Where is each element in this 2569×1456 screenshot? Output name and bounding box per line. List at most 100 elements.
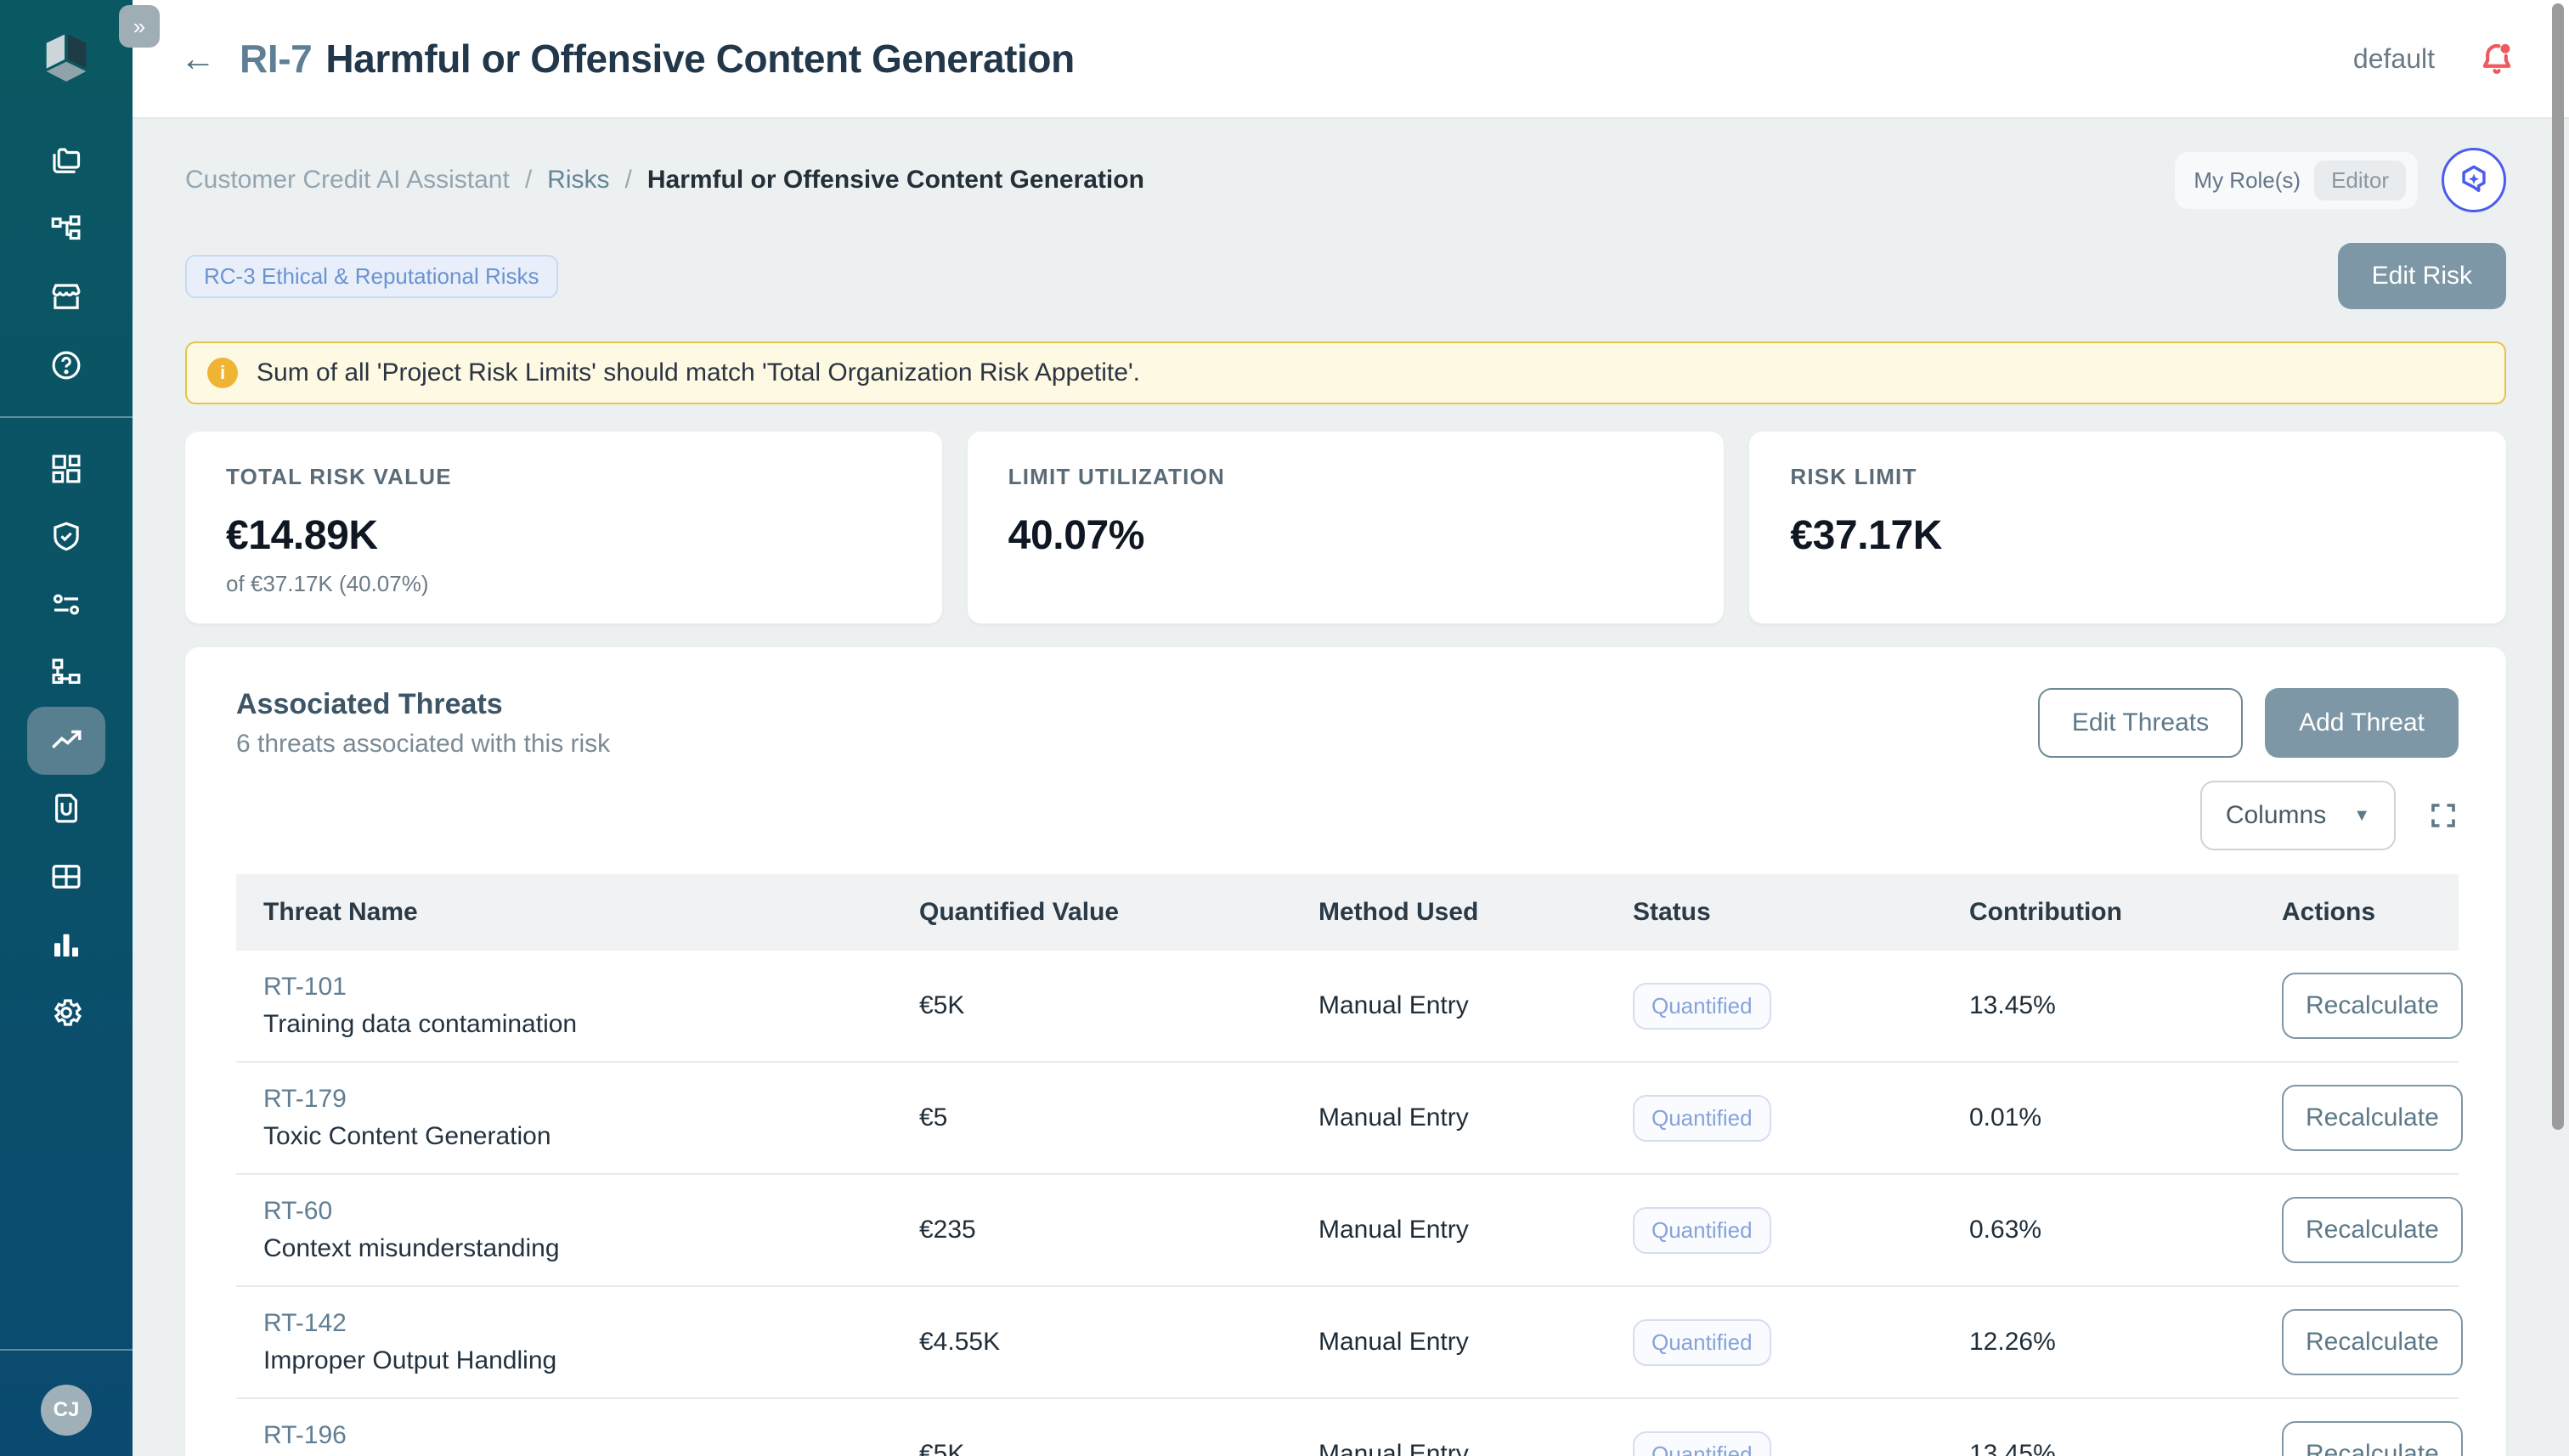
threat-name: Training data contamination: [263, 1010, 892, 1039]
shield-check-icon: [48, 519, 84, 555]
recalculate-button[interactable]: Recalculate: [2282, 1421, 2463, 1456]
recalculate-button[interactable]: Recalculate: [2282, 973, 2463, 1039]
stat-value: €37.17K: [1790, 512, 2465, 559]
sidebar-item-risk-trends[interactable]: [27, 707, 105, 775]
page-title: RI-7Harmful or Offensive Content Generat…: [240, 36, 1075, 82]
warning-banner-text: Sum of all 'Project Risk Limits' should …: [257, 358, 1140, 387]
table-icon: [48, 859, 84, 894]
sidebar-item-compliance[interactable]: [27, 503, 105, 571]
status-cell: Quantified: [1606, 1431, 1942, 1456]
sidebar-item-controls[interactable]: [27, 571, 105, 639]
threat-id-link[interactable]: RT-196: [263, 1421, 892, 1450]
breadcrumb-risks-link[interactable]: Risks: [547, 166, 609, 195]
sidebar-item-data-table[interactable]: [27, 843, 105, 911]
recalculate-button[interactable]: Recalculate: [2282, 1085, 2463, 1151]
app-logo-icon[interactable]: [32, 29, 100, 104]
sidebar-item-projects[interactable]: [27, 127, 105, 195]
columns-dropdown[interactable]: Columns ▼: [2200, 781, 2396, 850]
roles-label: My Role(s): [2194, 167, 2301, 194]
threat-name: Context misunderstanding: [263, 1234, 892, 1263]
ai-assistant-button[interactable]: [2442, 148, 2506, 212]
gear-icon: [48, 995, 84, 1030]
threat-id-link[interactable]: RT-60: [263, 1197, 892, 1226]
recalculate-button[interactable]: Recalculate: [2282, 1309, 2463, 1375]
stat-label: RISK LIMIT: [1790, 464, 2465, 490]
user-avatar[interactable]: CJ: [41, 1385, 92, 1436]
threat-name-cell: RT-60 Context misunderstanding: [236, 1197, 892, 1263]
sidebar-item-marketplace[interactable]: [27, 263, 105, 331]
risk-category-tag[interactable]: RC-3 Ethical & Reputational Risks: [185, 255, 558, 298]
ai-chat-hexagon-icon: [2455, 161, 2493, 199]
threat-name: Improper Output Handling: [263, 1346, 892, 1375]
actions-cell: Recalculate: [2255, 973, 2459, 1039]
sidebar-divider: [0, 416, 133, 418]
contribution-cell: 13.45%: [1942, 1440, 2255, 1456]
stat-value: 40.07%: [1008, 512, 1684, 559]
document-attachment-icon: [48, 791, 84, 827]
sidebar-item-help[interactable]: [27, 331, 105, 399]
quantified-value-cell: €5K: [892, 991, 1291, 1020]
threat-name-cell: RT-179Toxic Content Generation: [236, 1085, 892, 1151]
sidebar: CJ »: [0, 0, 133, 1456]
add-threat-button[interactable]: Add Threat: [2265, 688, 2459, 758]
sidebar-item-reports[interactable]: [27, 911, 105, 979]
chevron-down-icon: ▼: [2353, 806, 2370, 826]
fullscreen-expand-icon[interactable]: [2428, 800, 2459, 831]
breadcrumb-project-link[interactable]: Customer Credit AI Assistant: [185, 166, 510, 195]
status-badge: Quantified: [1633, 983, 1771, 1030]
column-header: Quantified Value: [892, 898, 1291, 927]
column-header: Method Used: [1291, 898, 1606, 927]
warning-banner: i Sum of all 'Project Risk Limits' shoul…: [185, 341, 2506, 404]
associated-threats-card: Associated Threats 6 threats associated …: [185, 647, 2506, 1456]
threat-id-link[interactable]: RT-179: [263, 1085, 892, 1114]
stat-label: LIMIT UTILIZATION: [1008, 464, 1684, 490]
stat-card: RISK LIMIT €37.17K: [1749, 432, 2506, 624]
sidebar-item-dashboard[interactable]: [27, 435, 105, 503]
bar-chart-icon: [48, 927, 84, 962]
threats-section-title: Associated Threats: [236, 688, 610, 721]
threat-id-link[interactable]: RT-142: [263, 1309, 892, 1338]
status-badge: Quantified: [1633, 1095, 1771, 1142]
stat-cards: TOTAL RISK VALUE€14.89Kof €37.17K (40.07…: [185, 432, 2506, 624]
sidebar-collapse-button[interactable]: »: [119, 5, 160, 48]
breadcrumb-current: Harmful or Offensive Content Generation: [647, 166, 1144, 195]
method-used-cell: Manual Entry: [1291, 1216, 1606, 1244]
trending-up-icon: [48, 723, 84, 759]
quantified-value-cell: €4.55K: [892, 1328, 1291, 1357]
status-cell: Quantified: [1606, 1319, 1942, 1366]
threat-id-link[interactable]: RT-101: [263, 973, 892, 1002]
sidebar-item-documents[interactable]: [27, 775, 105, 843]
status-cell: Quantified: [1606, 1207, 1942, 1254]
folders-icon: [48, 144, 84, 179]
content-area: Customer Credit AI Assistant / Risks / H…: [133, 119, 2569, 1456]
sidebar-item-org-structure[interactable]: [27, 195, 105, 263]
risk-title: Harmful or Offensive Content Generation: [325, 37, 1075, 81]
column-header: Contribution: [1942, 898, 2255, 927]
table-header-row: Threat NameQuantified ValueMethod UsedSt…: [236, 874, 2459, 951]
vertical-scrollbar[interactable]: [2552, 3, 2564, 1130]
back-button[interactable]: ←: [180, 38, 216, 79]
table-row: RT-179Toxic Content Generation€5Manual E…: [236, 1063, 2459, 1175]
workspace-selector[interactable]: default: [2353, 43, 2435, 75]
quantified-value-cell: €5: [892, 1103, 1291, 1132]
app-window: CJ » ← RI-7Harmful or Offensive Content …: [0, 0, 2569, 1456]
stat-label: TOTAL RISK VALUE: [226, 464, 901, 490]
edit-risk-button[interactable]: Edit Risk: [2338, 243, 2506, 309]
sliders-icon: [48, 587, 84, 623]
notifications-bell-icon[interactable]: [2476, 37, 2518, 80]
edit-threats-button[interactable]: Edit Threats: [2038, 688, 2243, 758]
status-badge: Quantified: [1633, 1207, 1771, 1254]
threat-name-cell: RT-101 Training data contamination: [236, 973, 892, 1039]
stat-subtext: of €37.17K (40.07%): [226, 571, 901, 597]
status-cell: Quantified: [1606, 983, 1942, 1030]
stat-card: TOTAL RISK VALUE€14.89Kof €37.17K (40.07…: [185, 432, 942, 624]
sidebar-item-workflow[interactable]: [27, 639, 105, 707]
threat-name-cell: RT-142 Improper Output Handling: [236, 1309, 892, 1375]
storefront-icon: [48, 279, 84, 315]
contribution-cell: 13.45%: [1942, 991, 2255, 1020]
sidebar-item-settings[interactable]: [27, 979, 105, 1047]
breadcrumb: Customer Credit AI Assistant / Risks / H…: [185, 166, 1144, 195]
status-cell: Quantified: [1606, 1095, 1942, 1142]
status-badge: Quantified: [1633, 1431, 1771, 1456]
recalculate-button[interactable]: Recalculate: [2282, 1197, 2463, 1263]
